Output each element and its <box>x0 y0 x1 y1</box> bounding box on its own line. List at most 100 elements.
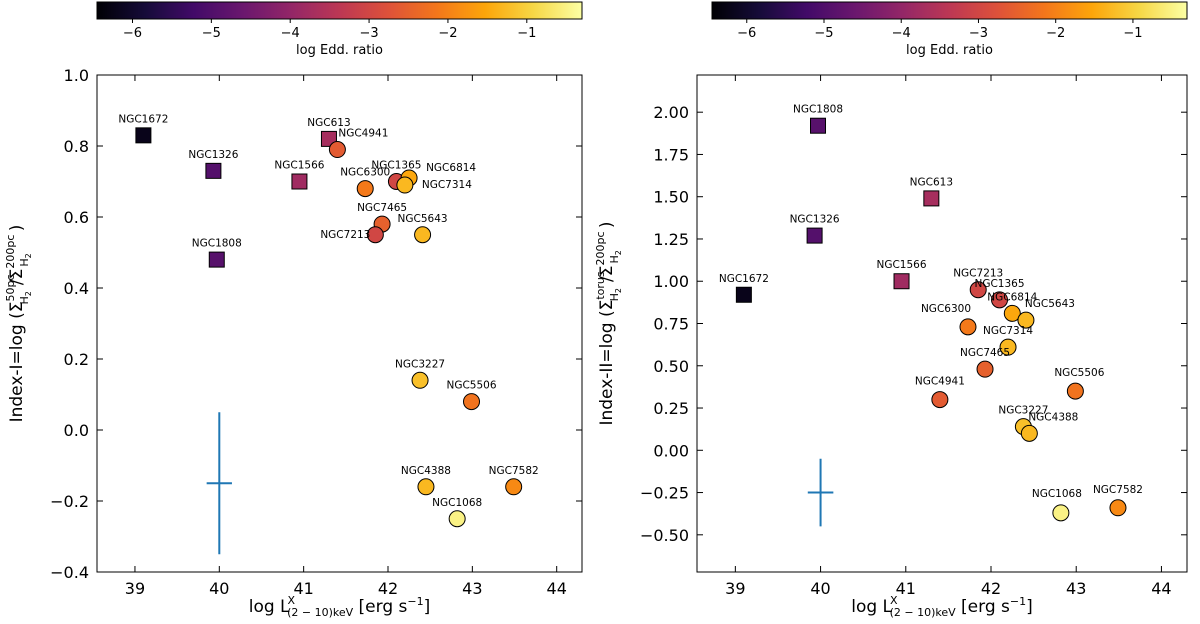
point-ngc7213 <box>366 226 384 244</box>
point-label: NGC1326 <box>790 214 840 226</box>
point-label: NGC7314 <box>422 179 472 191</box>
point-ngc6814 <box>1003 304 1021 322</box>
point-ngc7314 <box>396 176 414 194</box>
colorbar-tick-label: −2 <box>438 26 457 41</box>
point-label: NGC1808 <box>793 104 843 116</box>
y-tick-label: 1.0 <box>64 66 89 85</box>
point-ngc5506 <box>463 393 481 411</box>
point-label: NGC7213 <box>953 268 1003 280</box>
point-ngc3227 <box>411 371 429 389</box>
y-tick-label: 0.00 <box>653 441 689 460</box>
colorbar-label: log Edd. ratio <box>906 43 993 58</box>
point-ngc6300 <box>959 318 977 336</box>
point-ngc6300 <box>356 180 374 198</box>
colorbar-tick-label: −4 <box>892 26 911 41</box>
colorbar-tick-label: −3 <box>359 26 378 41</box>
point-label: NGC4941 <box>338 128 388 140</box>
y-tick-label: 1.25 <box>653 230 689 249</box>
colorbar-gradient <box>96 1 583 20</box>
point-label: NGC613 <box>910 176 953 188</box>
point-ngc7314 <box>999 338 1017 356</box>
x-tick-label: 41 <box>293 579 313 598</box>
point-ngc1365 <box>991 291 1009 309</box>
y-tick-label: 0.25 <box>653 399 689 418</box>
point-label: NGC1672 <box>118 113 168 125</box>
point-label: NGC1365 <box>371 160 421 172</box>
point-label: NGC5643 <box>1025 298 1075 310</box>
x-tick-label: 42 <box>378 579 398 598</box>
point-label: NGC7213 <box>320 229 370 241</box>
point-label: NGC5643 <box>398 213 448 225</box>
point-label: NGC7314 <box>983 325 1033 337</box>
point-ngc1808 <box>810 117 827 134</box>
y-axis-label: Index-I=log (Σ50pcH2/Σ200pcH2) <box>4 225 33 423</box>
y-tick-label: 1.50 <box>653 188 689 207</box>
colorbar-tick-label: −6 <box>123 26 142 41</box>
y-tick-label: 0.50 <box>653 357 689 376</box>
axes: 39 40 41 42 43 44 −0.4 −0.2 0.0 0.2 0.4 0.6 0.8 1.0 lo… <box>4 66 583 619</box>
x-tick-label: 39 <box>125 579 145 598</box>
y-axis-label: Index-II=log (ΣtorusH2/Σ200pcH2) <box>594 221 623 425</box>
point-ngc7465 <box>976 360 994 378</box>
point-ngc7213 <box>969 281 987 299</box>
x-tick-label: 40 <box>810 579 830 598</box>
point-label: NGC3227 <box>395 358 445 370</box>
point-ngc1068 <box>448 510 466 528</box>
error-bar <box>206 412 232 555</box>
y-tick-label: −0.25 <box>640 484 689 503</box>
data-points <box>735 117 1127 522</box>
colorbar-tick-label: −5 <box>814 26 833 41</box>
colorbar: −6 −5 −4 −3 −2 −1 log Edd. ratio <box>711 1 1188 58</box>
y-tick-label: −0.50 <box>640 526 689 545</box>
point-labels: NGC1672 NGC1326 NGC1808 NGC1566 NGC613NGC494… <box>118 113 538 508</box>
point-label: NGC1566 <box>274 160 324 172</box>
point-label: NGC1068 <box>1032 488 1082 500</box>
point-label: NGC3227 <box>998 405 1048 417</box>
point-label: NGC1365 <box>974 278 1024 290</box>
colorbar-tick-label: −2 <box>1046 26 1065 41</box>
point-label: NGC6814 <box>987 291 1037 303</box>
point-label: NGC613 <box>307 117 350 129</box>
point-label: NGC7582 <box>1093 484 1143 496</box>
x-tick-label: 43 <box>1066 579 1086 598</box>
colorbar-tick-label: −6 <box>737 26 756 41</box>
colorbar-gradient <box>711 1 1188 20</box>
colorbar-tick-label: −3 <box>969 26 988 41</box>
point-ngc1672 <box>735 286 752 303</box>
point-ngc4941 <box>328 141 346 159</box>
x-tick-label: 44 <box>1151 579 1171 598</box>
point-label: NGC1672 <box>719 273 769 285</box>
y-tick-label: 1.75 <box>653 145 689 164</box>
y-tick-label: 0.4 <box>64 279 89 298</box>
y-tick-label: −0.4 <box>50 563 89 582</box>
point-label: NGC5506 <box>1054 367 1104 379</box>
colorbar-tick-label: −4 <box>281 26 300 41</box>
point-label: NGC7465 <box>357 202 407 214</box>
point-label: NGC6300 <box>340 167 390 179</box>
point-ngc1326 <box>205 162 222 179</box>
point-label: NGC6300 <box>921 303 971 315</box>
point-label: NGC7582 <box>489 465 539 477</box>
plot-frame <box>96 74 583 573</box>
y-tick-label: 1.00 <box>653 272 689 291</box>
x-tick-label: 39 <box>725 579 745 598</box>
colorbar-label: log Edd. ratio <box>296 43 383 58</box>
y-tick-label: 0.0 <box>64 421 89 440</box>
point-label: NGC1326 <box>188 149 238 161</box>
point-ngc4388 <box>1020 424 1038 442</box>
x-tick-label: 43 <box>462 579 482 598</box>
x-axis-label: log LX (2 − 10)keV [erg s−1] <box>249 594 431 619</box>
x-tick-label: 41 <box>896 579 916 598</box>
point-ngc7582 <box>1109 499 1127 517</box>
point-label: NGC7465 <box>960 347 1010 359</box>
colorbar-tick-label: −1 <box>1123 26 1142 41</box>
y-tick-label: 0.6 <box>64 208 89 227</box>
point-ngc5643 <box>414 226 432 244</box>
point-label: NGC4941 <box>915 376 965 388</box>
plot-frame <box>696 74 1188 573</box>
point-ngc4941 <box>931 391 949 409</box>
point-ngc1326 <box>806 227 823 244</box>
point-ngc5506 <box>1066 382 1084 400</box>
colorbar-tick-label: −5 <box>202 26 221 41</box>
